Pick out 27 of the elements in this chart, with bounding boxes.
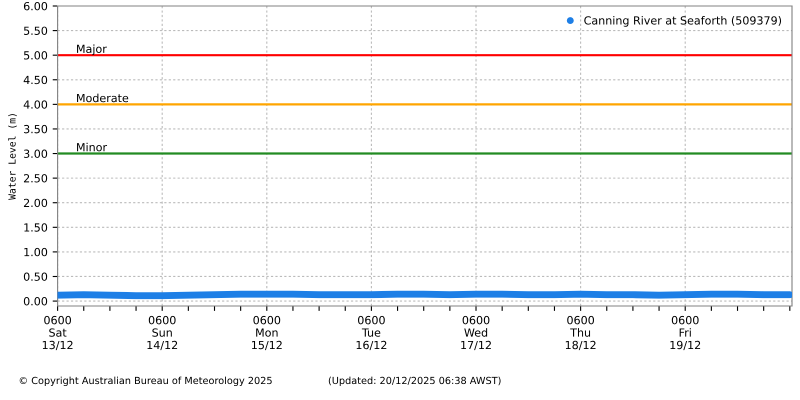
x-tick-label: 0600 Fri 19/12 <box>670 316 700 350</box>
x-tick-label: 0600 Tue 16/12 <box>356 316 386 350</box>
y-tick-label: 4.50 <box>24 76 48 84</box>
y-tick-label: 5.00 <box>24 51 48 60</box>
y-axis-title: Water Level (m) <box>8 114 17 200</box>
y-tick-label: 4.00 <box>24 100 48 109</box>
x-tick-label: 0600 Mon 15/12 <box>252 316 282 350</box>
y-tick-label: 3.00 <box>24 150 48 158</box>
x-tick-label: 0600 Sun 14/12 <box>147 316 178 350</box>
y-tick-label: 0.50 <box>24 272 48 281</box>
x-tick-label: 0600 Sat 13/12 <box>42 316 72 350</box>
legend-label: Canning River at Seaforth (509379) <box>584 16 782 27</box>
text: (Updated: 20/12/2025 06:38 AWST) <box>328 376 501 386</box>
y-tick-label: 2.50 <box>24 174 48 183</box>
y-tick-label: 1.00 <box>24 248 48 256</box>
text: © Copyright Australian Bureau of Meteorology 2025 <box>20 376 272 386</box>
ref-line-label: Major <box>77 44 107 56</box>
y-tick-label: 6.00 <box>24 2 48 10</box>
y-tick-label: 2.00 <box>24 198 48 208</box>
y-tick-label: 5.50 <box>24 26 48 35</box>
ref-line-label: Moderate <box>77 94 128 102</box>
x-tick-label: 0600 Thu 18/12 <box>566 316 596 350</box>
y-tick-label: 0.00 <box>24 297 48 306</box>
ref-line-label: Minor <box>77 142 108 152</box>
x-tick-label: 0600 Wed 17/12 <box>461 316 491 350</box>
y-tick-label: 3.50 <box>24 124 48 134</box>
y-tick-label: 1.50 <box>24 223 48 232</box>
